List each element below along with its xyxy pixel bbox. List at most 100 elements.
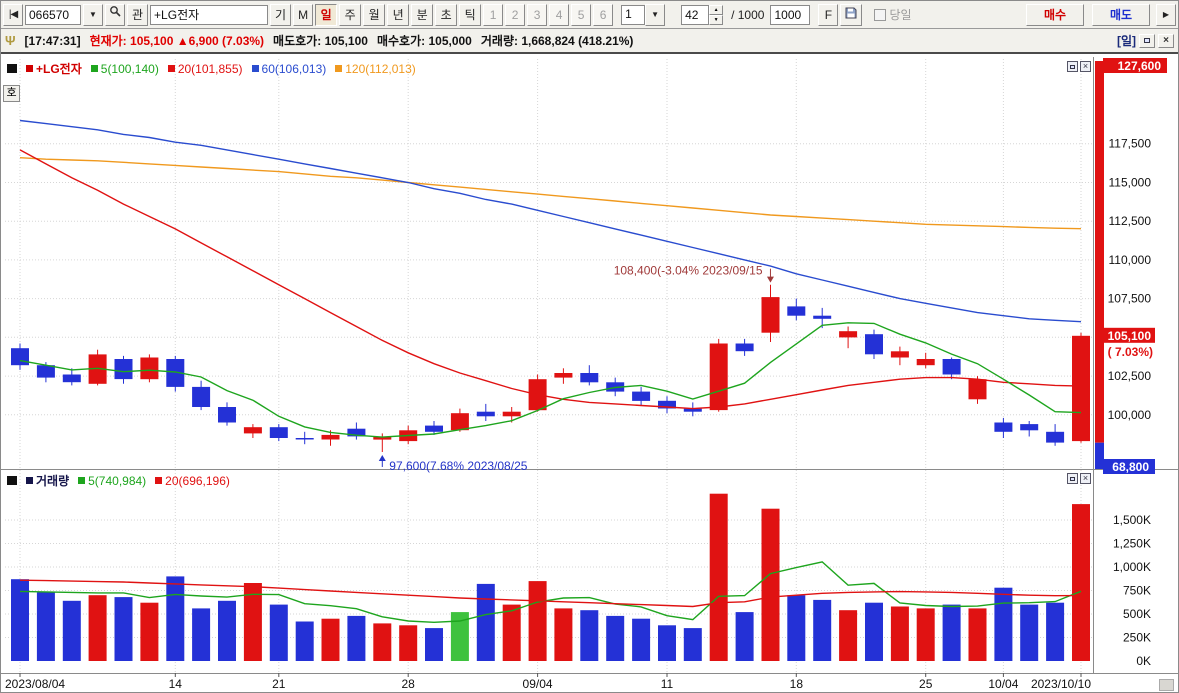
ask-value: 105,100 <box>324 34 368 48</box>
volume-value: 1,668,824 <box>521 34 575 48</box>
bid-value: 105,000 <box>428 34 472 48</box>
svg-text:10/04: 10/04 <box>988 677 1018 691</box>
volume-ma-lines <box>19 561 1082 624</box>
svg-text:97,600(7.68% 2023/08/25: 97,600(7.68% 2023/08/25 <box>389 459 527 473</box>
bid-label: 매수호가: <box>376 34 426 48</box>
svg-text:0K: 0K <box>1136 654 1151 668</box>
svg-text:( 7.03%): ( 7.03%) <box>1108 345 1153 359</box>
zoom-1-button[interactable]: 1 <box>483 3 504 26</box>
period-day-button[interactable]: 일 <box>315 3 338 26</box>
svg-text:115,000: 115,000 <box>1109 176 1152 190</box>
candle-count-input[interactable] <box>681 4 710 25</box>
svg-text:100,000: 100,000 <box>1108 408 1152 422</box>
chart-canvas[interactable]: 117,500 115,000 112,500 110,000 107,500 102,5… <box>1 57 1179 693</box>
price-change-pct: (7.03%) <box>222 34 265 48</box>
scale-combobox[interactable]: 1 ▼ <box>621 3 666 26</box>
candles <box>11 284 1090 452</box>
zoom-6-button[interactable]: 6 <box>593 3 614 26</box>
code-dropdown-icon[interactable]: ▼ <box>83 3 103 26</box>
pin-icon[interactable]: Ψ <box>5 33 16 48</box>
spinner-down-icon[interactable]: ▼ <box>709 14 724 25</box>
x-axis: 2023/08/04 14 21 28 09/04 11 18 25 10/04 2023/10/… <box>5 673 1091 691</box>
svg-text:105,100: 105,100 <box>1108 329 1152 343</box>
period-second-button[interactable]: 초 <box>435 3 458 26</box>
svg-text:750K: 750K <box>1123 584 1151 598</box>
nav-first-button[interactable]: |◀ <box>3 3 23 26</box>
period-week-button[interactable]: 주 <box>339 3 362 26</box>
svg-text:1,000K: 1,000K <box>1113 560 1151 574</box>
svg-text:110,000: 110,000 <box>1109 253 1152 267</box>
grid-layer <box>5 59 1093 673</box>
svg-text:25: 25 <box>919 677 933 691</box>
pane-expand-icon[interactable] <box>1067 61 1078 72</box>
zoom-4-button[interactable]: 4 <box>549 3 570 26</box>
period-month-button[interactable]: 월 <box>363 3 386 26</box>
svg-text:2023/10/10: 2023/10/10 <box>1031 677 1091 691</box>
m-button[interactable]: M <box>293 3 314 26</box>
svg-text:14: 14 <box>169 677 183 691</box>
svg-text:250K: 250K <box>1123 631 1151 645</box>
volume-pane-controls: × <box>1067 473 1091 484</box>
candle-count-spinner: ▲ ▼ <box>681 4 724 25</box>
toolbar-overflow-icon[interactable]: ▶ <box>1156 3 1176 26</box>
gi-button[interactable]: 기 <box>270 3 292 26</box>
ask-group: 매도호가: 105,100 <box>273 32 368 49</box>
spinner-up-icon[interactable]: ▲ <box>709 4 724 15</box>
fit-tool-button[interactable]: F <box>818 3 839 26</box>
current-price-value: 105,100 <box>130 34 174 48</box>
zoom-2-button[interactable]: 2 <box>505 3 526 26</box>
stock-name-field[interactable] <box>150 4 269 25</box>
volume-pct: (418.21%) <box>578 34 634 48</box>
stock-code-input[interactable] <box>25 4 81 25</box>
resize-grip[interactable] <box>1159 679 1174 691</box>
price-limit-range-bar <box>1095 61 1104 469</box>
status-bar: Ψ [17:47:31] 현재가: 105,100 ▲6,900 (7.03%)… <box>1 29 1178 54</box>
quote-time: [17:47:31] <box>24 33 81 48</box>
svg-text:107,500: 107,500 <box>1108 292 1152 306</box>
svg-text:500K: 500K <box>1123 607 1151 621</box>
sell-button[interactable]: 매도 <box>1092 3 1150 26</box>
gwan-button[interactable]: 관 <box>127 3 149 26</box>
window-close-icon[interactable]: × <box>1158 33 1174 48</box>
toolbar: |◀ ▼ 관 기 M 일 주 월 년 분 초 틱 1 2 3 4 5 6 1 ▼ <box>1 1 1178 29</box>
svg-text:68,800: 68,800 <box>1112 460 1149 474</box>
period-tick-button[interactable]: 틱 <box>459 3 482 26</box>
ma-lines <box>19 119 1082 438</box>
bid-group: 매수호가: 105,000 <box>377 32 472 49</box>
price-pane-controls: × <box>1067 61 1091 72</box>
pane-close-icon[interactable]: × <box>1080 61 1091 72</box>
svg-text:09/04: 09/04 <box>523 677 553 691</box>
hoga-side-tab[interactable]: 호 <box>3 85 20 102</box>
scale-dropdown-icon[interactable]: ▼ <box>645 3 666 26</box>
annotations: 108,400(-3.04% 2023/09/15 97,600(7.68% 20… <box>378 264 774 473</box>
candle-total-label: / 1000 <box>731 7 765 22</box>
buy-button[interactable]: 매수 <box>1026 3 1084 26</box>
frame-layer <box>1 57 1178 674</box>
load-count-input[interactable] <box>770 4 811 25</box>
zoom-5-button[interactable]: 5 <box>571 3 592 26</box>
svg-text:28: 28 <box>401 677 415 691</box>
period-badge: [일] <box>1116 34 1136 48</box>
chart-area: 117,500 115,000 112,500 110,000 107,500 102,5… <box>1 57 1179 693</box>
intraday-checkbox[interactable] <box>874 8 887 21</box>
period-minute-button[interactable]: 분 <box>411 3 434 26</box>
svg-text:11: 11 <box>661 677 674 691</box>
svg-text:21: 21 <box>272 677 286 691</box>
ask-label: 매도호가: <box>273 34 322 48</box>
window-restore-icon[interactable] <box>1139 33 1155 48</box>
volume-group: 거래량: 1,668,824 (418.21%) <box>481 32 634 49</box>
volume-label: 거래량: <box>480 34 518 48</box>
svg-text:127,600: 127,600 <box>1118 59 1162 73</box>
pane-expand-icon[interactable] <box>1067 473 1078 484</box>
pane-close-icon[interactable]: × <box>1080 473 1091 484</box>
zoom-3-button[interactable]: 3 <box>527 3 548 26</box>
period-year-button[interactable]: 년 <box>387 3 410 26</box>
scale-combobox-value: 1 <box>621 4 646 25</box>
svg-text:112,500: 112,500 <box>1109 214 1152 228</box>
search-button[interactable] <box>105 3 125 26</box>
svg-text:108,400(-3.04% 2023/09/15: 108,400(-3.04% 2023/09/15 <box>614 264 763 278</box>
svg-text:1,250K: 1,250K <box>1113 537 1151 551</box>
save-chart-button[interactable] <box>840 3 863 26</box>
intraday-checkbox-group: 당일 <box>874 6 912 23</box>
svg-text:1,500K: 1,500K <box>1113 513 1151 527</box>
